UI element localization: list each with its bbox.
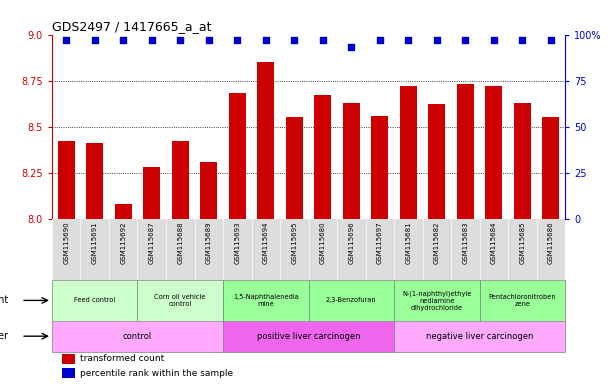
Text: GSM115683: GSM115683: [463, 222, 469, 264]
Point: [290, 37, 299, 43]
Text: percentile rank within the sample: percentile rank within the sample: [80, 369, 233, 377]
Text: 2,3-Benzofuran: 2,3-Benzofuran: [326, 297, 376, 303]
Text: 1,5-Naphthalenedia
mine: 1,5-Naphthalenedia mine: [233, 294, 299, 307]
Point: [432, 37, 442, 43]
Text: Pentachloronitroben
zene: Pentachloronitroben zene: [489, 294, 556, 307]
Bar: [52, 321, 223, 351]
Text: GSM115686: GSM115686: [548, 222, 554, 264]
Bar: [86, 143, 103, 218]
Text: GSM115692: GSM115692: [120, 222, 126, 264]
Point: [375, 37, 385, 43]
Text: GSM115697: GSM115697: [377, 222, 383, 264]
Bar: [137, 280, 223, 321]
Text: GSM115694: GSM115694: [263, 222, 269, 264]
Bar: [62, 367, 75, 379]
Point: [90, 37, 100, 43]
Bar: [257, 62, 274, 218]
Text: other: other: [0, 331, 9, 341]
Text: GSM115685: GSM115685: [519, 222, 525, 264]
Text: Corn oil vehicle
control: Corn oil vehicle control: [155, 294, 206, 307]
Text: GSM115696: GSM115696: [348, 222, 354, 264]
Text: GSM115693: GSM115693: [234, 222, 240, 264]
Point: [546, 37, 556, 43]
Bar: [200, 162, 218, 218]
Bar: [223, 321, 394, 351]
Bar: [480, 280, 565, 321]
Point: [175, 37, 185, 43]
Bar: [143, 167, 160, 218]
Bar: [428, 104, 445, 218]
Bar: [115, 204, 132, 218]
Text: agent: agent: [0, 295, 9, 305]
Bar: [394, 321, 565, 351]
Bar: [62, 354, 75, 364]
Bar: [286, 118, 303, 218]
Bar: [343, 103, 360, 218]
Text: Feed control: Feed control: [74, 297, 115, 303]
Bar: [223, 280, 309, 321]
Point: [489, 37, 499, 43]
Point: [204, 37, 214, 43]
Bar: [543, 118, 560, 218]
Text: control: control: [123, 332, 152, 341]
Point: [232, 37, 242, 43]
Bar: [485, 86, 502, 218]
Bar: [57, 141, 75, 218]
Text: transformed count: transformed count: [80, 354, 164, 364]
Text: GSM115682: GSM115682: [434, 222, 440, 264]
Text: GSM115687: GSM115687: [148, 222, 155, 264]
Text: GSM115680: GSM115680: [320, 222, 326, 264]
Point: [403, 37, 413, 43]
Point: [318, 37, 327, 43]
Bar: [394, 280, 480, 321]
Point: [147, 37, 156, 43]
Text: GSM115681: GSM115681: [405, 222, 411, 264]
Bar: [309, 280, 394, 321]
Text: GSM115689: GSM115689: [206, 222, 212, 264]
Point: [119, 37, 128, 43]
Bar: [371, 116, 389, 218]
Point: [346, 45, 356, 51]
Bar: [229, 93, 246, 218]
Bar: [172, 141, 189, 218]
Text: negative liver carcinogen: negative liver carcinogen: [426, 332, 533, 341]
Bar: [514, 103, 531, 218]
Bar: [314, 95, 331, 218]
Text: GSM115690: GSM115690: [63, 222, 69, 264]
Bar: [400, 86, 417, 218]
Point: [61, 37, 71, 43]
Bar: [52, 280, 137, 321]
Text: GSM115684: GSM115684: [491, 222, 497, 264]
Text: GSM115695: GSM115695: [291, 222, 298, 264]
Bar: [457, 84, 474, 218]
Text: GSM115691: GSM115691: [92, 222, 98, 264]
Point: [261, 37, 271, 43]
Text: positive liver carcinogen: positive liver carcinogen: [257, 332, 360, 341]
Point: [461, 37, 470, 43]
Text: N-(1-naphthyl)ethyle
nediamine
dihydrochloride: N-(1-naphthyl)ethyle nediamine dihydroch…: [402, 290, 472, 311]
Point: [518, 37, 527, 43]
Text: GDS2497 / 1417665_a_at: GDS2497 / 1417665_a_at: [52, 20, 211, 33]
Text: GSM115688: GSM115688: [177, 222, 183, 264]
